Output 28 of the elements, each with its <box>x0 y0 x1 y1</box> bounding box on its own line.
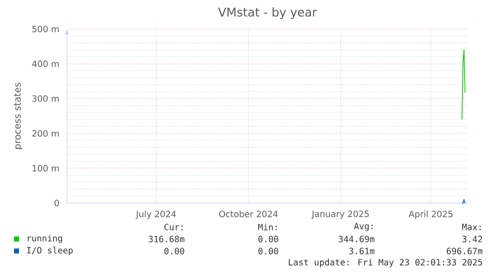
y-tick-label: 400 m <box>32 60 59 68</box>
line-series <box>462 49 466 120</box>
text: 3.42 <box>462 236 482 242</box>
y-tick-label: 300 m <box>32 95 59 102</box>
y-tick-label: 500 m <box>32 26 59 32</box>
legend-label: I/O sleep <box>27 246 73 256</box>
text: Avg: <box>354 222 373 232</box>
text: 0.00 <box>258 236 278 242</box>
y-axis-title: process states <box>14 82 23 149</box>
text: 696.67m <box>446 248 482 254</box>
x-tick-label: April 2025 <box>408 210 452 219</box>
text: 344.69m <box>338 236 374 242</box>
text: 3.61m <box>349 248 374 254</box>
y-tick-label: 100 m <box>32 164 59 172</box>
chart-title: VMstat - by year <box>218 7 317 19</box>
text: Max: <box>462 224 481 230</box>
x-tick-label: July 2024 <box>136 210 176 219</box>
text: Cur: <box>164 224 183 230</box>
text: 0.00 <box>258 248 278 254</box>
y-tick-label: 0 <box>54 200 59 206</box>
text: Min: <box>258 224 277 230</box>
text: 0.00 <box>164 248 184 254</box>
x-tick-label: October 2024 <box>219 210 278 218</box>
text: Last update: Fri May 23 02:01:33 2025 <box>288 258 482 268</box>
x-tick-label: January 2025 <box>311 210 369 219</box>
legend-label: running <box>28 234 62 244</box>
text: 316.68m <box>148 236 184 242</box>
y-tick-label: 200 m <box>32 130 59 137</box>
